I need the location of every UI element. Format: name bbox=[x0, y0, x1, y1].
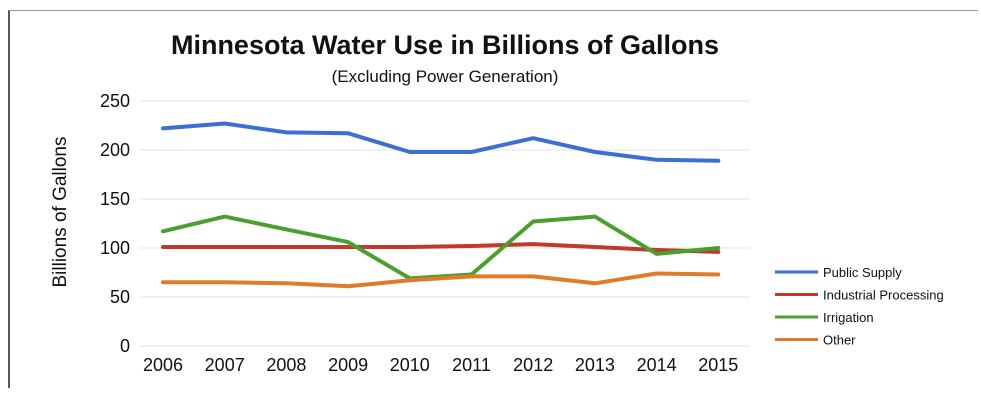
legend-label: Public Supply bbox=[823, 265, 902, 280]
x-tick-label: 2009 bbox=[328, 355, 368, 375]
y-tick-label: 50 bbox=[110, 287, 130, 307]
y-axis-label: Billions of Gallons bbox=[50, 136, 71, 287]
series-line-other bbox=[161, 271, 721, 289]
series-line-public-supply bbox=[161, 121, 721, 163]
series-line-industrial-processing bbox=[161, 242, 721, 254]
x-tick-label: 2011 bbox=[452, 355, 491, 375]
y-tick-label: 250 bbox=[100, 91, 130, 111]
x-tick-label: 2015 bbox=[698, 355, 738, 375]
legend-label: Irrigation bbox=[823, 310, 874, 325]
gridlines bbox=[140, 100, 750, 347]
y-tick-label: 0 bbox=[120, 336, 130, 356]
x-tick-label: 2010 bbox=[390, 355, 430, 375]
legend-label: Other bbox=[823, 333, 856, 348]
x-tick-label: 2012 bbox=[513, 355, 553, 375]
x-tick-label: 2007 bbox=[205, 355, 245, 375]
series-lines bbox=[161, 121, 721, 289]
y-tick-label: 100 bbox=[100, 238, 130, 258]
chart-frame bbox=[8, 10, 978, 388]
legend-label: Industrial Processing bbox=[823, 288, 944, 303]
y-tick-label: 150 bbox=[100, 189, 130, 209]
y-axis-ticks: 0 50 100 150 200 250 bbox=[100, 91, 130, 356]
y-tick-label: 200 bbox=[100, 140, 130, 160]
x-tick-label: 2008 bbox=[266, 355, 306, 375]
x-tick-label: 2006 bbox=[143, 355, 183, 375]
x-tick-label: 2014 bbox=[637, 355, 677, 375]
chart-subtitle: (Excluding Power Generation) bbox=[331, 67, 559, 86]
x-axis-ticks: 2006 2007 2008 2009 2010 2011 2012 2013 2014 2015 bbox=[143, 355, 738, 375]
legend: Public Supply Industrial Processing Irriga… bbox=[775, 265, 944, 348]
x-tick-label: 2013 bbox=[575, 355, 615, 375]
chart-title: Minnesota Water Use in Billions of Gallo… bbox=[170, 30, 720, 60]
